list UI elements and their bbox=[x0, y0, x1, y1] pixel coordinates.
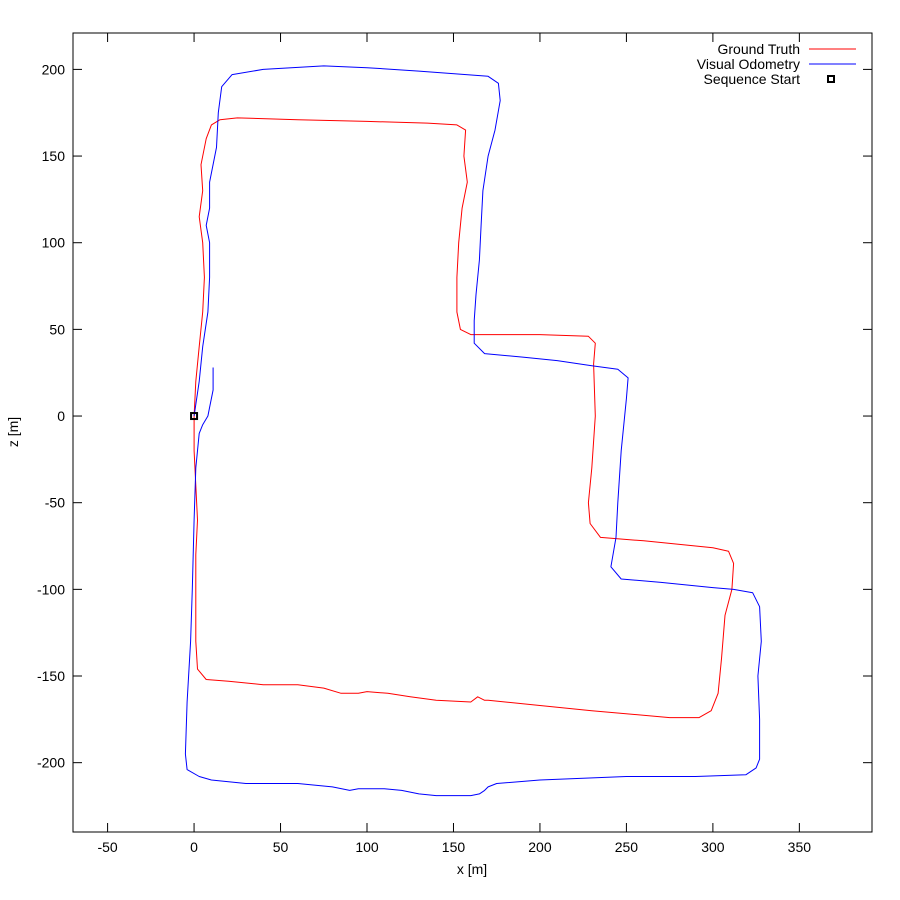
marker-layer bbox=[190, 412, 199, 421]
y-tick-label: -50 bbox=[45, 495, 65, 511]
x-tick-label: 350 bbox=[788, 839, 812, 855]
x-axis-label: x [m] bbox=[457, 861, 487, 877]
sequence-start-marker bbox=[190, 412, 199, 421]
y-tick-label: -200 bbox=[37, 755, 65, 771]
x-tick-label: 100 bbox=[355, 839, 379, 855]
x-tick-label: 200 bbox=[528, 839, 552, 855]
legend-label: Ground Truth bbox=[718, 41, 801, 57]
y-tick-label: 100 bbox=[42, 235, 66, 251]
x-tick-label: 250 bbox=[615, 839, 639, 855]
y-tick-label: -150 bbox=[37, 668, 65, 684]
y-tick-label: 200 bbox=[42, 61, 66, 77]
series-layer bbox=[184, 65, 762, 797]
ticks-layer: -50 0 50 100 150 200 250 300 350 -200 -150 -100 -50 0… bbox=[37, 33, 872, 855]
series-line-visual-odometry bbox=[184, 65, 762, 797]
x-tick-label: 150 bbox=[442, 839, 466, 855]
y-tick-label: -100 bbox=[37, 581, 65, 597]
series-line-ground-truth bbox=[193, 117, 735, 719]
x-tick-label: 50 bbox=[273, 839, 289, 855]
legend-label: Sequence Start bbox=[703, 71, 800, 87]
y-tick-label: 50 bbox=[49, 321, 65, 337]
y-axis-label: z [m] bbox=[5, 417, 21, 447]
x-tick-label: 0 bbox=[190, 839, 198, 855]
x-tick-label: 300 bbox=[701, 839, 725, 855]
y-tick-label: 0 bbox=[57, 408, 65, 424]
legend-label: Visual Odometry bbox=[697, 56, 800, 72]
x-tick-label: -50 bbox=[97, 839, 117, 855]
y-tick-label: 150 bbox=[42, 148, 66, 164]
plot-frame bbox=[72, 32, 873, 833]
legend-marker-sample bbox=[827, 75, 835, 83]
